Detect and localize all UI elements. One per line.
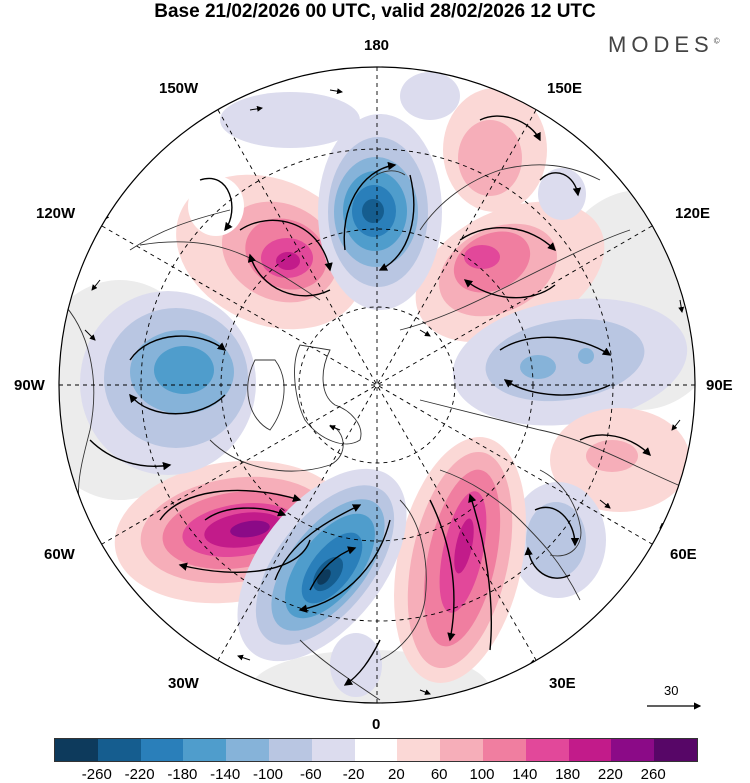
colorbar-tick-label: 140 xyxy=(512,766,538,783)
anomaly-neg-caspian-45e xyxy=(510,482,606,598)
colorbar-segment xyxy=(354,739,398,761)
colorbar-segment xyxy=(55,739,98,761)
colorbar-segment xyxy=(97,739,141,761)
lon-label-150e: 150E xyxy=(547,80,583,97)
colorbar-segment xyxy=(183,739,227,761)
anomaly-pos-pacific-160e xyxy=(443,88,547,212)
anomaly-neg-kamchatka xyxy=(538,168,586,220)
colorbar-segment xyxy=(268,739,312,761)
lon-label-30e: 30E xyxy=(549,675,576,692)
anomaly-neg-canada-90w xyxy=(80,291,256,475)
colorbar xyxy=(54,738,698,762)
colorbar-tick-label: 220 xyxy=(597,766,623,783)
lon-label-90w: 90W xyxy=(14,377,45,394)
colorbar-tick-label: -260 xyxy=(81,766,112,783)
colorbar-segment xyxy=(311,739,355,761)
anomaly-neg-arctic-170e xyxy=(400,72,460,120)
colorbar-tick-label: -140 xyxy=(210,766,241,783)
lon-label-60e: 60E xyxy=(670,546,697,563)
brand-logo: MODES© xyxy=(608,32,720,58)
colorbar-segment xyxy=(140,739,184,761)
colorbar-tick-label: -180 xyxy=(167,766,198,783)
graticule xyxy=(59,67,695,703)
colorbar-tick-label: -20 xyxy=(342,766,365,783)
map-boundary xyxy=(58,66,696,704)
colorbar-segment xyxy=(440,739,483,761)
lon-label-180: 180 xyxy=(364,37,390,54)
anomaly-neg-iberia xyxy=(330,633,382,697)
lon-label-120e: 120E xyxy=(675,205,711,222)
colorbar-tick-label: -220 xyxy=(124,766,155,783)
colorbar-segment xyxy=(226,739,269,761)
anomaly-neg-pacific-170w xyxy=(318,114,442,310)
colorbar-tick-label: 60 xyxy=(430,766,448,783)
anomaly-neg-bering xyxy=(220,92,360,148)
lon-label-150w: 150W xyxy=(159,80,199,97)
lon-label-30w: 30W xyxy=(168,675,199,692)
lon-label-120w: 120W xyxy=(36,205,76,222)
colorbar-tick-label: 100 xyxy=(469,766,495,783)
colorbar-tick-label: 20 xyxy=(388,766,405,783)
colorbar-tick-label: 260 xyxy=(640,766,666,783)
map-title: Base 21/02/2026 00 UTC, valid 28/02/2026… xyxy=(154,1,596,22)
streamlines xyxy=(89,115,651,686)
lon-label-90e: 90E xyxy=(706,377,733,394)
colorbar-tick-label: -60 xyxy=(299,766,322,783)
anomaly-neg-alaska-140w xyxy=(188,176,244,236)
colorbar-segment xyxy=(654,739,697,761)
lon-label-0: 0 xyxy=(372,716,381,733)
colorbar-tick-label: 180 xyxy=(555,766,581,783)
brand-text: MODES xyxy=(608,32,714,57)
reference-vector-label: 30 xyxy=(664,683,679,698)
copyright-mark: © xyxy=(713,36,720,46)
anomaly-field xyxy=(59,67,695,703)
colorbar-segment xyxy=(397,739,441,761)
lon-label-60w: 60W xyxy=(44,546,75,563)
colorbar-segment xyxy=(611,739,655,761)
colorbar-segment xyxy=(568,739,612,761)
colorbar-segment xyxy=(525,739,569,761)
colorbar-segment xyxy=(482,739,526,761)
anomaly-pos-europe-20e xyxy=(394,437,526,683)
colorbar-tick-label: -100 xyxy=(252,766,284,783)
